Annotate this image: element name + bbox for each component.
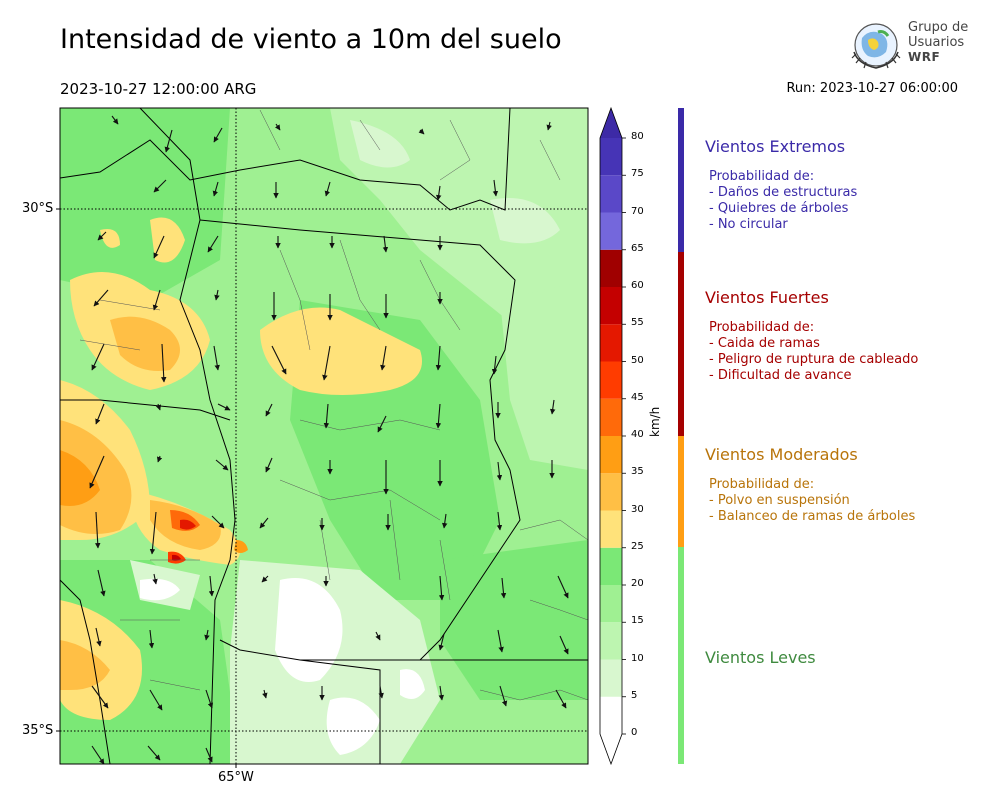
colorbar-tick-label: 40 xyxy=(631,429,644,440)
colorbar-segment xyxy=(600,473,622,511)
category-item: - Peligro de ruptura de cableado xyxy=(709,352,919,367)
colorbar-segment xyxy=(600,324,622,362)
logo-line-1: Grupo de xyxy=(908,20,969,35)
legend-bar-moderate xyxy=(678,436,684,547)
colorbar-tick-label: 55 xyxy=(631,317,644,329)
colorbar-tick-label: 30 xyxy=(631,503,644,515)
colorbar-tick-label: 25 xyxy=(631,540,644,552)
graticule xyxy=(60,108,588,764)
category-title: Vientos Moderados xyxy=(705,445,858,464)
colorbar-segment xyxy=(600,249,622,287)
logo-line-2: Usuarios xyxy=(908,35,965,50)
category-item: - Polvo en suspensión xyxy=(709,493,850,508)
province-borders xyxy=(60,108,588,764)
category-title: Vientos Leves xyxy=(705,648,816,667)
wind-speed-field xyxy=(60,108,588,764)
colorbar xyxy=(599,106,626,766)
colorbar-segment xyxy=(600,510,622,548)
category-light: Vientos Leves xyxy=(705,650,816,680)
logo-line-3: WRF xyxy=(908,50,941,64)
colorbar-unit: km/h xyxy=(648,406,662,437)
colorbar-segment xyxy=(600,212,622,250)
colorbar-tick-label: 45 xyxy=(631,391,644,403)
valid-time: 2023-10-27 12:00:00 ARG xyxy=(60,80,257,98)
colorbar-tick-label: 20 xyxy=(631,578,644,589)
colorbar-extend-max xyxy=(600,108,622,138)
colorbar-segment xyxy=(600,287,622,325)
colorbar-tick-label: 70 xyxy=(631,205,644,217)
legend-bar-light xyxy=(678,547,684,764)
category-moderate: Vientos Moderados Probabilidad de: - Pol… xyxy=(705,447,915,525)
category-item: - No circular xyxy=(709,217,788,232)
colorbar-tick-label: 10 xyxy=(631,652,644,664)
category-title: Vientos Fuertes xyxy=(705,288,829,307)
colorbar-segment xyxy=(600,696,622,734)
colorbar-segment xyxy=(600,398,622,436)
legend-bar-extreme xyxy=(678,108,684,252)
lat-label-35s: 35°S xyxy=(22,723,54,738)
colorbar-segment xyxy=(600,622,622,660)
map-frame xyxy=(59,107,589,765)
category-item: - Dificultad de avance xyxy=(709,368,852,383)
colorbar-segment xyxy=(600,659,622,697)
colorbar-tick-label: 80 xyxy=(631,131,644,142)
wrf-logo: Grupo de Usuarios WRF xyxy=(848,18,978,72)
category-item: - Daños de estructuras xyxy=(709,185,858,200)
lat-label-30s: 30°S xyxy=(22,201,54,216)
colorbar-tick-label: 50 xyxy=(631,354,644,366)
category-extreme: Vientos Extremos Probabilidad de: - Daño… xyxy=(705,139,857,233)
lon-label-65w: 65°W xyxy=(218,770,254,785)
category-heading: Probabilidad de: xyxy=(709,169,815,184)
category-title: Vientos Extremos xyxy=(705,137,846,156)
colorbar-tick-label: 35 xyxy=(631,466,644,478)
category-item: - Balanceo de ramas de árboles xyxy=(709,509,916,524)
category-heading: Probabilidad de: xyxy=(709,320,815,335)
category-item: - Quiebres de árboles xyxy=(709,201,849,216)
colorbar-tick-label: 65 xyxy=(631,242,644,254)
colorbar-segment xyxy=(600,175,622,213)
colorbar-segment xyxy=(600,585,622,623)
globe-icon xyxy=(851,23,901,69)
category-heading: Probabilidad de: xyxy=(709,477,815,492)
colorbar-segment xyxy=(600,361,622,399)
colorbar-tick-label: 15 xyxy=(631,615,644,627)
colorbar-tick-label: 60 xyxy=(631,280,644,291)
legend-bar-strong xyxy=(678,252,684,436)
colorbar-tick-label: 75 xyxy=(631,168,644,180)
axis-ticks xyxy=(56,208,237,768)
colorbar-tick-label: 5 xyxy=(631,689,638,701)
colorbar-tick-label: 0 xyxy=(631,727,638,738)
colorbar-segment xyxy=(600,138,622,176)
category-strong: Vientos Fuertes Probabilidad de: - Caida… xyxy=(705,290,918,384)
colorbar-extend-min xyxy=(600,734,622,764)
run-time: Run: 2023-10-27 06:00:00 xyxy=(786,81,958,96)
chart-title: Intensidad de viento a 10m del suelo xyxy=(60,24,562,55)
colorbar-segment xyxy=(600,436,622,474)
colorbar-segment xyxy=(600,547,622,585)
category-item: - Caida de ramas xyxy=(709,336,820,351)
wind-vectors xyxy=(89,115,569,764)
